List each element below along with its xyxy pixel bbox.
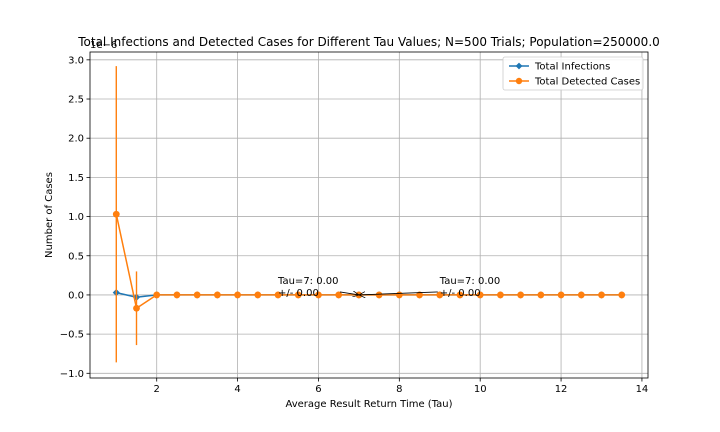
data-point [193,291,201,299]
y-axis-scale-label: 1e−6 [90,40,117,51]
legend-item: Total Infections [509,62,610,73]
data-point [294,291,302,299]
data-point [133,304,140,312]
legend-marker [515,62,523,70]
legend-box [502,56,644,91]
data-point [395,291,403,299]
x-tick-label: 6 [315,384,321,395]
data-point [234,291,241,299]
legend-label: Total Infections [534,62,610,73]
annotation: Tau=7: 0.00+/- 0.00 [359,276,500,299]
y-axis-label: Number of Cases [44,172,55,258]
data-point [497,291,504,299]
x-tick-label: 2 [154,384,160,395]
grid [90,52,648,378]
x-tick-label: 12 [555,384,568,395]
data-point [537,291,545,299]
data-point [598,291,605,299]
annotation-text: Tau=7: 0.00 [277,276,338,287]
data-point [213,291,221,299]
annotation-arrow [339,292,359,295]
data-point [375,291,383,299]
annotation-arrow [359,291,438,295]
data-point [416,291,423,299]
plot-frame [89,51,649,379]
data-point [254,291,262,299]
data-point [315,291,322,299]
data-point [517,291,525,299]
series-layer [112,66,626,363]
data-point [456,291,464,299]
series-total-detected-cases [112,66,626,363]
legend-marker [515,77,523,85]
y-tick-label: 1.5 [68,173,84,184]
x-tick-label: 4 [234,384,240,395]
x-axis-label: Average Result Return Time (Tau) [285,399,452,410]
y-tick-label: 2.0 [68,134,84,145]
y-tick-label: 1.0 [68,212,84,223]
annotation-text: Tau=7: 0.00 [439,276,500,287]
data-point [618,291,626,299]
annotation: Tau=7: 0.00+/- 0.00 [277,276,359,299]
data-point [173,291,181,299]
data-point [557,291,565,299]
y-tick-label: 2.5 [68,95,84,106]
legend: Total Infections Total Detected Cases [502,56,644,91]
annotation-text: +/- 0.00 [278,288,319,299]
data-point [153,291,161,299]
data-point [274,291,282,299]
x-tick-label: 14 [636,384,649,395]
axes: 2 4 6 8 10 12 14 −1.0 −0.5 0.0 0.5 1.0 1.5 2.0 2.5 3.0 [60,55,649,395]
x-tick-label: 8 [396,384,402,395]
data-point [577,291,585,299]
x-tick-label: 10 [474,384,487,395]
chart-title: Total Infections and Detected Cases for … [77,35,660,49]
legend-label: Total Detected Cases [534,77,640,88]
y-tick-label: 0.0 [68,290,84,301]
data-point [112,210,120,218]
data-point [335,291,343,299]
data-point [436,291,444,299]
y-tick-label: 0.5 [68,251,84,262]
data-point [476,291,484,299]
annotation-text: +/- 0.00 [440,288,481,299]
legend-item: Total Detected Cases [509,77,640,88]
y-tick-label: −1.0 [60,369,84,380]
y-tick-label: 3.0 [68,55,84,66]
y-tick-label: −0.5 [60,330,84,341]
